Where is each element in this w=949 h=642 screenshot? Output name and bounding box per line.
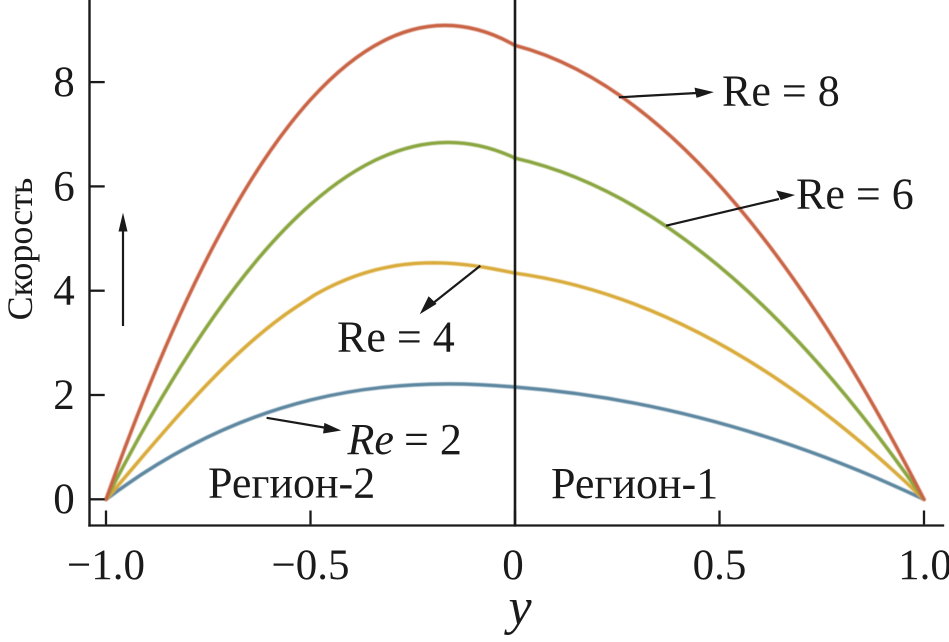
svg-text:Re: Re [347, 415, 394, 464]
svg-text:Re = 8: Re = 8 [722, 67, 840, 116]
svg-text:y: y [503, 579, 532, 636]
svg-text:−1.0: −1.0 [67, 542, 145, 589]
svg-text:Регион-1: Регион-1 [551, 459, 718, 508]
svg-text:Регион-2: Регион-2 [208, 459, 375, 508]
svg-text:1.0: 1.0 [898, 542, 949, 589]
svg-text:Re = 6: Re = 6 [796, 170, 914, 219]
svg-text:Скорость: Скорость [0, 178, 40, 321]
svg-text:4: 4 [53, 268, 75, 315]
svg-text:Re = 4: Re = 4 [337, 313, 455, 362]
svg-text:6: 6 [53, 163, 75, 210]
svg-text:= 2: = 2 [404, 415, 462, 464]
svg-text:0: 0 [502, 542, 524, 589]
svg-text:−0.5: −0.5 [271, 542, 349, 589]
svg-text:0: 0 [53, 476, 75, 523]
svg-text:8: 8 [53, 59, 75, 106]
svg-text:0.5: 0.5 [693, 542, 747, 589]
svg-text:2: 2 [53, 372, 75, 419]
